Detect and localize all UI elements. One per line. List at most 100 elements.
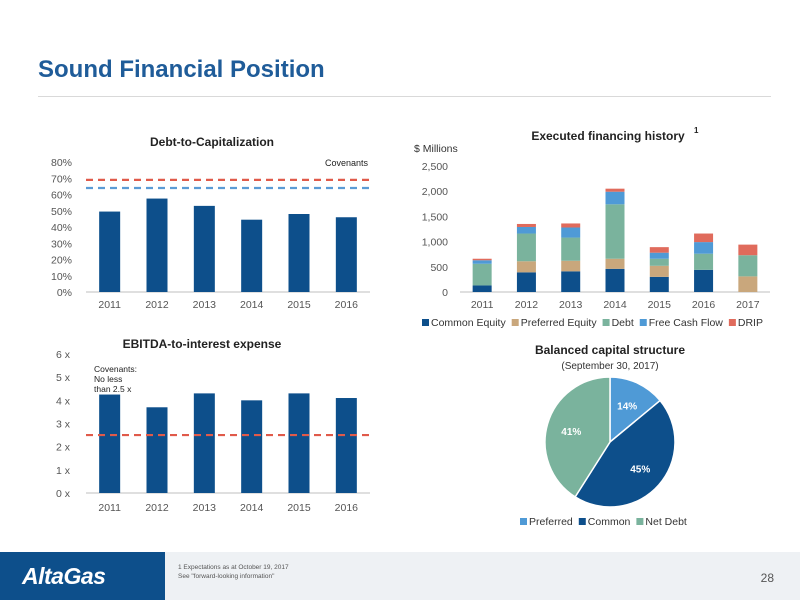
x-tick-label: 2013 bbox=[193, 502, 217, 514]
legend-swatch bbox=[520, 518, 527, 525]
chart-title-superscript: 1 bbox=[694, 126, 699, 135]
y-tick-label: 70% bbox=[51, 173, 72, 185]
altagas-logo: AltaGas bbox=[0, 552, 165, 600]
stacked-segment-preferred-equity bbox=[605, 258, 625, 269]
stacked-segment-drip bbox=[738, 244, 758, 256]
pie-slice-common bbox=[574, 399, 676, 508]
pie-slice-net-debt bbox=[544, 376, 611, 498]
legend-swatch bbox=[511, 319, 519, 326]
stacked-segment-free-cash-flow bbox=[472, 260, 492, 264]
footer: AltaGas 1 Expectations as at October 19,… bbox=[0, 552, 800, 600]
y-tick-label: 0 bbox=[442, 287, 448, 299]
legend-label: Free Cash Flow bbox=[649, 317, 724, 329]
pie-data-label: 41% bbox=[561, 427, 581, 438]
y-tick-label: 10% bbox=[51, 271, 72, 283]
stacked-segment-drip bbox=[694, 233, 714, 243]
y-tick-label: 40% bbox=[51, 222, 72, 234]
bar bbox=[193, 393, 215, 493]
stacked-segment-debt bbox=[649, 258, 669, 266]
legend-swatch bbox=[639, 319, 647, 326]
legend-swatch bbox=[422, 319, 429, 326]
y-axis-label: $ Millions bbox=[414, 143, 458, 155]
chart-title: EBITDA-to-interest expense bbox=[123, 337, 282, 351]
covenants-label: Covenants bbox=[325, 158, 369, 168]
legend-swatch bbox=[636, 518, 644, 525]
stacked-segment-free-cash-flow bbox=[605, 191, 625, 205]
bar bbox=[193, 205, 215, 292]
y-tick-label: 0 x bbox=[56, 488, 71, 500]
x-tick-label: 2013 bbox=[559, 299, 583, 311]
bar bbox=[99, 394, 121, 493]
stacked-segment-common-equity bbox=[649, 276, 669, 292]
page-title: Sound Financial Position bbox=[38, 56, 325, 83]
chart-title: Balanced capital structure bbox=[535, 343, 685, 357]
chart-title: Executed financing history bbox=[531, 129, 685, 143]
legend-swatch bbox=[602, 319, 610, 326]
chart-title: Debt-to-Capitalization bbox=[150, 135, 274, 149]
x-tick-label: 2011 bbox=[98, 299, 121, 311]
pie-slice-preferred bbox=[609, 376, 662, 444]
y-tick-label: 2,000 bbox=[422, 186, 448, 198]
x-tick-label: 2013 bbox=[193, 299, 217, 311]
x-tick-label: 2012 bbox=[145, 502, 169, 514]
y-tick-label: 4 x bbox=[56, 395, 71, 407]
stacked-segment-drip bbox=[472, 258, 492, 261]
stacked-segment-debt bbox=[516, 233, 536, 262]
y-tick-label: 1 x bbox=[56, 465, 71, 477]
x-tick-label: 2016 bbox=[335, 299, 359, 311]
stacked-segment-drip bbox=[605, 188, 625, 192]
x-tick-label: 2015 bbox=[287, 502, 311, 514]
bar bbox=[335, 217, 357, 292]
legend-label: DRIP bbox=[738, 317, 763, 329]
y-tick-label: 3 x bbox=[56, 419, 71, 431]
y-tick-label: 60% bbox=[51, 190, 72, 202]
y-tick-label: 500 bbox=[430, 262, 448, 274]
bar bbox=[241, 219, 263, 292]
title-divider bbox=[38, 96, 771, 97]
footnote-line-2: See "forward-looking information" bbox=[178, 573, 275, 580]
x-tick-label: 2012 bbox=[515, 299, 539, 311]
x-tick-label: 2014 bbox=[603, 299, 627, 311]
y-tick-label: 2,500 bbox=[422, 161, 448, 173]
footnote: 1 Expectations as at October 19, 2017 Se… bbox=[178, 563, 289, 581]
x-tick-label: 2016 bbox=[335, 502, 359, 514]
stacked-segment-debt bbox=[472, 263, 492, 286]
legend-label: Common bbox=[588, 516, 631, 528]
x-tick-label: 2014 bbox=[240, 299, 264, 311]
stacked-segment-preferred-equity bbox=[516, 261, 536, 273]
legend-swatch bbox=[578, 518, 586, 525]
y-tick-label: 30% bbox=[51, 238, 72, 250]
footnote-line-1: 1 Expectations as at October 19, 2017 bbox=[178, 564, 289, 571]
x-tick-label: 2014 bbox=[240, 502, 264, 514]
stacked-segment-common-equity bbox=[694, 269, 714, 292]
x-tick-label: 2011 bbox=[471, 299, 494, 311]
bar bbox=[335, 398, 357, 493]
stacked-segment-debt bbox=[738, 255, 758, 277]
logo-text: AltaGas bbox=[22, 563, 106, 589]
legend-label: Preferred Equity bbox=[521, 317, 598, 329]
charts-canvas: Debt-to-Capitalization 0% 10% 20% 30% 40% 50% 6… bbox=[51, 126, 770, 528]
stacked-segment-free-cash-flow bbox=[694, 242, 714, 254]
stacked-segment-debt bbox=[561, 237, 581, 261]
y-tick-label: 2 x bbox=[56, 442, 71, 454]
x-tick-label: 2016 bbox=[692, 299, 716, 311]
stacked-segment-preferred-equity bbox=[738, 276, 758, 292]
stacked-segment-common-equity bbox=[472, 285, 492, 292]
stacked-segment-common-equity bbox=[516, 272, 536, 292]
y-tick-label: 5 x bbox=[56, 372, 71, 384]
bar bbox=[99, 211, 121, 292]
stacked-segment-free-cash-flow bbox=[561, 227, 581, 238]
stacked-segment-free-cash-flow bbox=[516, 226, 536, 234]
stacked-segment-debt bbox=[694, 253, 714, 270]
stacked-segment-free-cash-flow bbox=[649, 252, 669, 259]
stacked-segment-drip bbox=[649, 247, 669, 253]
pie-data-label: 45% bbox=[630, 465, 650, 476]
x-tick-label: 2012 bbox=[145, 299, 169, 311]
bar bbox=[146, 198, 168, 292]
x-tick-label: 2011 bbox=[98, 502, 121, 514]
legend-swatch bbox=[728, 319, 736, 326]
bar bbox=[288, 214, 310, 292]
y-tick-label: 1,000 bbox=[422, 237, 448, 249]
x-tick-label: 2015 bbox=[287, 299, 311, 311]
pie-data-label: 14% bbox=[617, 402, 637, 413]
